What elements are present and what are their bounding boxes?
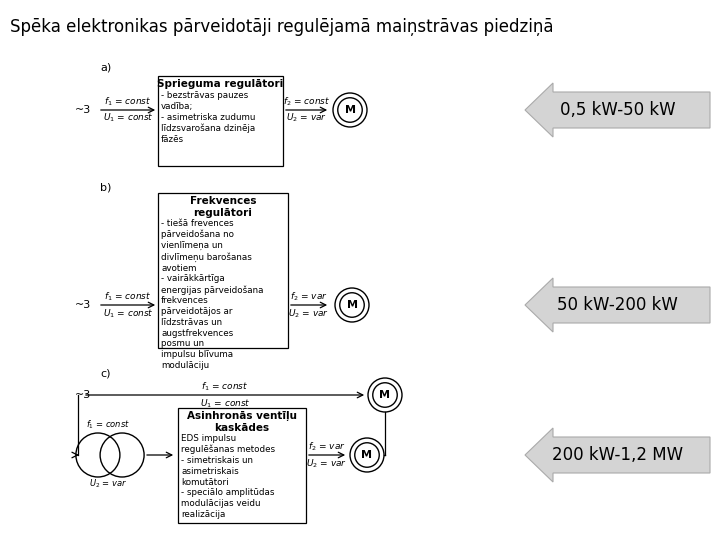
Text: M: M	[344, 105, 356, 115]
Text: c): c)	[100, 368, 110, 378]
Text: - tiešā frevences
pārveidošana no
vienlīmeņa un
divlīmeņu barošanas
avotiem
- va: - tiešā frevences pārveidošana no vienlī…	[161, 219, 264, 370]
Text: $f_1$ = const: $f_1$ = const	[104, 291, 152, 303]
Text: $U_1$ = const: $U_1$ = const	[103, 112, 153, 125]
Text: $U_1$ = const: $U_1$ = const	[199, 397, 251, 409]
Text: $U_2$ = var: $U_2$ = var	[289, 307, 330, 320]
FancyBboxPatch shape	[178, 408, 306, 523]
Text: ~3: ~3	[75, 105, 91, 115]
Text: - bezstrāvas pauzes
vadība;
- asimetriska zudumu
līdzsvarošana dzinēja
fāzēs: - bezstrāvas pauzes vadība; - asimetrisk…	[161, 91, 256, 144]
Text: $f_1$ = const: $f_1$ = const	[104, 96, 152, 108]
Text: Spēka elektronikas pārveidotāji regulējamā maiņstrāvas piedziņā: Spēka elektronikas pārveidotāji regulēja…	[10, 18, 554, 36]
Text: $f_1$ = const: $f_1$ = const	[202, 381, 248, 393]
Text: $U_2$ = var: $U_2$ = var	[307, 457, 348, 469]
Text: $U_2$ = var: $U_2$ = var	[89, 478, 127, 490]
Text: $f_2$ = var: $f_2$ = var	[290, 291, 328, 303]
FancyBboxPatch shape	[158, 76, 283, 166]
Text: 0,5 kW-50 kW: 0,5 kW-50 kW	[559, 101, 675, 119]
Text: b): b)	[100, 183, 112, 193]
Text: M: M	[361, 450, 372, 460]
Text: ~3: ~3	[75, 390, 91, 400]
Polygon shape	[525, 428, 710, 482]
Text: 200 kW-1,2 MW: 200 kW-1,2 MW	[552, 446, 683, 464]
Text: $f_2$ = const: $f_2$ = const	[283, 96, 330, 108]
Text: $U_1$ = const: $U_1$ = const	[103, 307, 153, 320]
Text: M: M	[346, 300, 358, 310]
Text: $f_1$ = const: $f_1$ = const	[86, 418, 130, 431]
Polygon shape	[525, 83, 710, 137]
Text: M: M	[379, 390, 390, 400]
FancyBboxPatch shape	[158, 193, 288, 348]
Text: Sprieguma regulātori: Sprieguma regulātori	[158, 79, 284, 89]
Text: 50 kW-200 kW: 50 kW-200 kW	[557, 296, 678, 314]
Text: a): a)	[100, 63, 112, 73]
Text: EDS impulsu
regulēšanas metodes
- simetriskais un
asimetriskais
komutātori
- spe: EDS impulsu regulēšanas metodes - simetr…	[181, 434, 275, 519]
Text: ~3: ~3	[75, 300, 91, 310]
Polygon shape	[525, 278, 710, 332]
Text: Asinhronās ventīļu
kaskādes: Asinhronās ventīļu kaskādes	[187, 411, 297, 433]
Text: Frekvences
regulātori: Frekvences regulātori	[190, 196, 256, 218]
Text: $f_2$ = var: $f_2$ = var	[308, 441, 346, 453]
Text: $U_2$ = var: $U_2$ = var	[286, 112, 327, 125]
